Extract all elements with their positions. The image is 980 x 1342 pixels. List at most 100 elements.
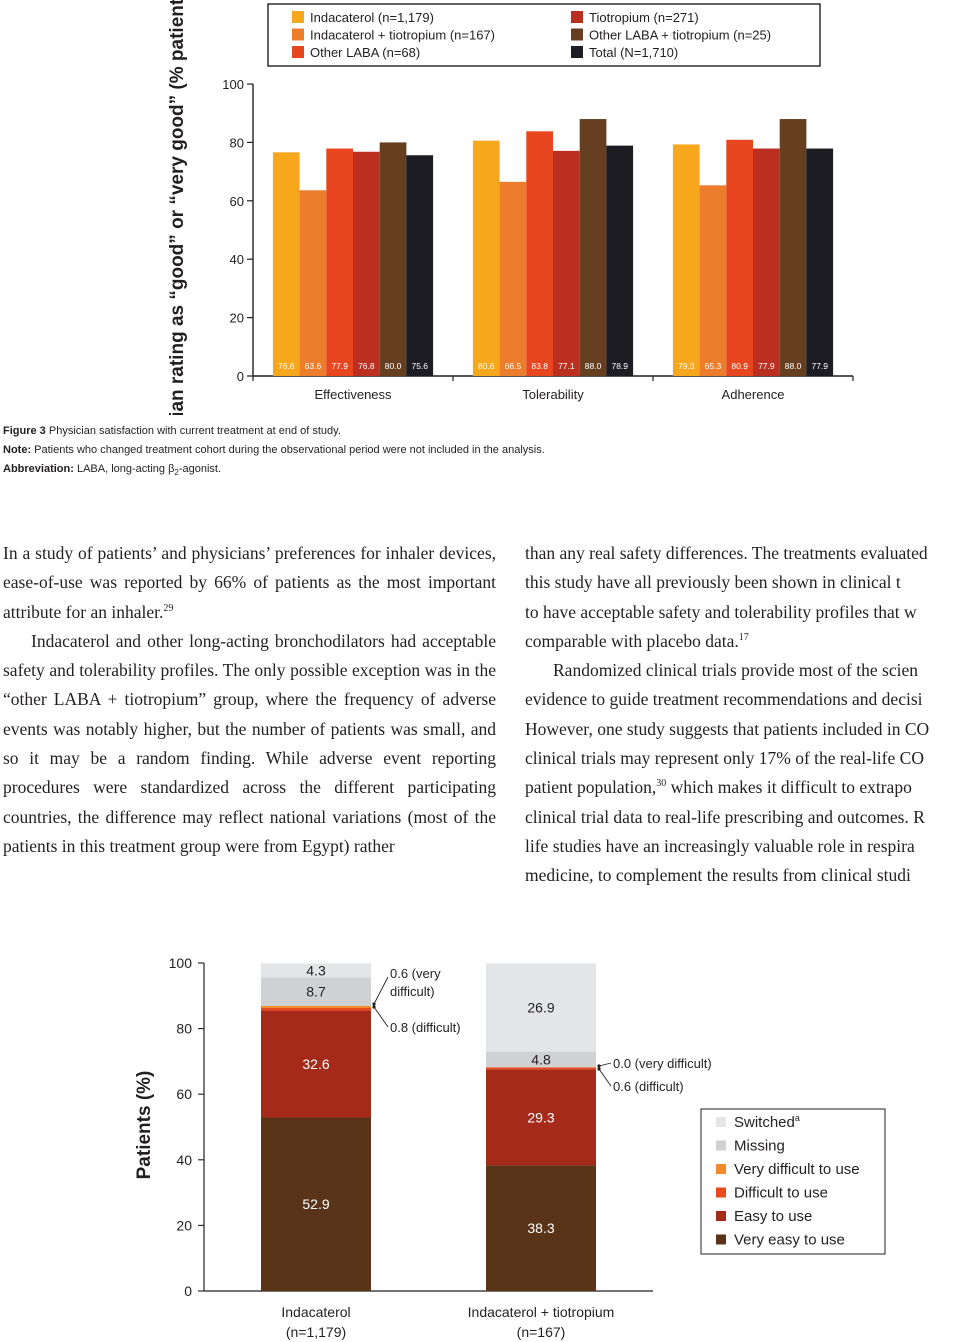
x-category-label: Effectiveness xyxy=(314,387,392,402)
segment-value-label: 4.3 xyxy=(306,962,326,978)
y-tick-label: 80 xyxy=(176,1021,192,1037)
bar xyxy=(299,190,327,376)
stacked-bar-segment xyxy=(261,977,371,1006)
text-line: life studies have an increasingly valuab… xyxy=(525,835,915,856)
stacked-bar-segment xyxy=(261,1117,371,1291)
bar-value-label: 79.3 xyxy=(678,361,695,371)
text-line: clinical trials may represent only 17% o… xyxy=(525,748,924,769)
legend-label: Difficult to use xyxy=(734,1185,828,1202)
bar xyxy=(326,148,353,376)
note-label: Note: xyxy=(3,444,32,456)
legend-label: Total (N=1,710) xyxy=(589,45,678,60)
figure-4-legend: Switcheda Missing Very difficult to use Dif… xyxy=(700,1108,886,1255)
y-tick-label: 40 xyxy=(230,252,244,267)
bar xyxy=(379,142,407,376)
legend-swatch xyxy=(292,28,304,41)
citation-ref: 30 xyxy=(656,778,667,790)
x-category-label: (n=1,179) xyxy=(286,1324,346,1340)
legend-box xyxy=(700,1108,886,1255)
text-line-content: comparable with placebo data. xyxy=(525,630,739,651)
bar-value-label: 77.9 xyxy=(758,361,775,371)
caption-line-figure: Figure 3 Physician satisfaction with cur… xyxy=(3,422,973,441)
segment-value-label: 4.8 xyxy=(531,1051,551,1067)
bar-value-label: 80.0 xyxy=(385,361,402,371)
y-tick-label: 0 xyxy=(237,369,244,384)
bar xyxy=(672,144,700,376)
text-line: evidence to guide treatment recommendati… xyxy=(525,689,923,710)
figure-3-y-axis-label: Physician rating as “good” or “very good… xyxy=(167,0,188,415)
bar xyxy=(499,181,527,376)
body-text-left-column: In a study of patients’ and physicians’ … xyxy=(3,539,496,861)
paragraph-inhaler-preference: In a study of patients’ and physicians’ … xyxy=(3,539,496,627)
stacked-bar-segment xyxy=(261,963,371,978)
figure-3-legend: Indacaterol (n=1,179) Indacaterol + tiotr… xyxy=(267,3,821,67)
text-line: medicine, to complement the results from… xyxy=(525,865,911,886)
annotation-arrow-head xyxy=(597,1067,601,1071)
text-line-content: which makes it difficult to extrapo xyxy=(666,777,912,798)
bar xyxy=(472,140,500,376)
x-category-label: (n=167) xyxy=(517,1324,566,1340)
citation-ref: 17 xyxy=(738,632,749,644)
legend-swatch xyxy=(716,1140,726,1151)
bar xyxy=(406,155,434,376)
bar-value-label: 75.6 xyxy=(411,361,428,371)
bar-value-label: 63.6 xyxy=(305,361,322,371)
y-tick-label: 60 xyxy=(230,194,244,209)
legend-label: Indacaterol (n=1,179) xyxy=(310,10,434,25)
annotation-arrow xyxy=(373,1006,389,1028)
annotation-arrow xyxy=(598,1062,612,1067)
bar-value-label: 83.8 xyxy=(531,361,548,371)
legend-label: Very difficult to use xyxy=(734,1161,860,1178)
abbreviation-text: LABA, long-acting β xyxy=(76,463,175,475)
legend-label: Other LABA + tiotropium (n=25) xyxy=(589,28,771,43)
paragraph-safety: Indacaterol and other long-acting bronch… xyxy=(3,627,496,861)
figure-title: Physician satisfaction with current trea… xyxy=(48,425,341,437)
annotation-label: difficult) xyxy=(390,984,435,999)
text-line: this study have all previously been show… xyxy=(525,572,901,593)
legend-swatch xyxy=(716,1211,726,1221)
x-category-label: Tolerability xyxy=(522,387,584,402)
bar-value-label: 77.1 xyxy=(558,361,575,371)
stacked-bar-segment xyxy=(261,1005,371,1008)
text-line: patient population,30 which makes it dif… xyxy=(525,773,980,802)
abbreviation-subscript: 2 xyxy=(174,468,179,478)
annotation-label: 0.8 (difficult) xyxy=(390,1020,461,1035)
legend-label: Easy to use xyxy=(734,1208,812,1225)
paragraph-text: In a study of patients’ and physicians’ … xyxy=(3,543,496,622)
stacked-bar-segment xyxy=(261,1007,371,1011)
figure-4-plot-area: 0 20 40 60 80 100 52.9 32.6 8.7 4.3 Indacaterol (n=… xyxy=(169,955,712,1340)
annotation-arrow xyxy=(373,976,389,1005)
x-category-label: Indacaterol xyxy=(281,1304,350,1320)
segment-value-label: 8.7 xyxy=(306,984,326,1000)
annotation-label: 0.6 (difficult) xyxy=(613,1079,684,1094)
bar-value-label: 77.9 xyxy=(811,361,828,371)
legend-swatch xyxy=(716,1234,726,1245)
text-line: to have acceptable safety and tolerabili… xyxy=(525,601,917,622)
bar-value-label: 88.0 xyxy=(785,361,802,371)
bar xyxy=(699,185,727,376)
y-tick-label: 60 xyxy=(176,1086,192,1102)
bar xyxy=(579,119,607,376)
y-tick-label: 40 xyxy=(176,1152,192,1168)
bar-value-label: 65.3 xyxy=(705,361,722,371)
legend-swatch xyxy=(716,1164,726,1174)
bar xyxy=(272,152,300,376)
caption-line-abbreviation: Abbreviation: LABA, long-acting β2-agoni… xyxy=(3,460,973,482)
annotation-arrow-head xyxy=(597,1064,601,1068)
figure-4-chart: 0 20 40 60 80 100 52.9 32.6 8.7 4.3 Indacaterol (n=… xyxy=(134,955,886,1340)
legend-swatch xyxy=(716,1187,726,1198)
body-text-right-column: than any real safety differences. The tr… xyxy=(525,539,980,891)
caption-line-note: Note: Patients who changed treatment coh… xyxy=(3,441,973,460)
text-line: than any real safety differences. The tr… xyxy=(525,543,928,563)
segment-value-label: 26.9 xyxy=(527,999,554,1015)
segment-value-label: 38.3 xyxy=(527,1220,554,1236)
bar-value-label: 76.8 xyxy=(358,361,375,371)
x-category-label: Adherence xyxy=(722,387,785,402)
annotation-arrow-head xyxy=(372,1005,376,1009)
annotation-label: 0.0 (very difficult) xyxy=(613,1056,712,1071)
y-tick-label: 80 xyxy=(230,135,244,150)
paragraph-text: Indacaterol and other long-acting bronch… xyxy=(3,630,496,856)
text-line: comparable with placebo data.17 xyxy=(525,627,980,656)
legend-swatch xyxy=(571,46,583,58)
figure-label: Figure 3 xyxy=(3,425,46,437)
